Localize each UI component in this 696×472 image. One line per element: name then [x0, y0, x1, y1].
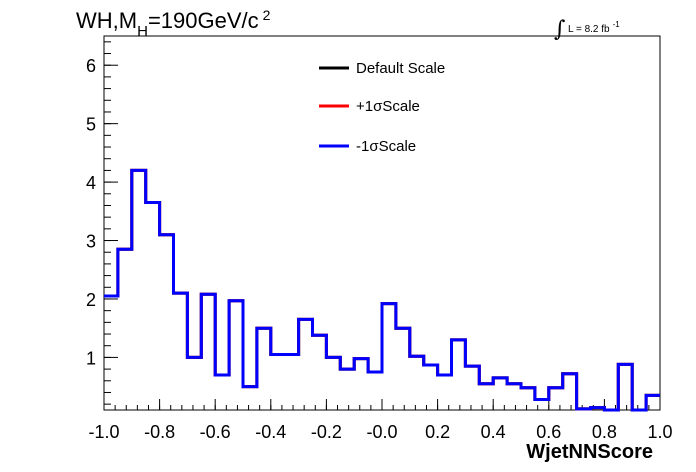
x-tick-label: -1.0 [88, 422, 119, 442]
x-tick-label: -0.0 [366, 422, 397, 442]
lumi-label: L = 8.2 fb -1 [568, 20, 620, 35]
x-tick-label: 1.0 [647, 422, 672, 442]
y-tick-label: 3 [86, 232, 96, 252]
integral-symbol: ∫ [554, 17, 566, 42]
x-tick-label: 0.4 [481, 422, 506, 442]
x-tick-label: -0.6 [200, 422, 231, 442]
y-tick-label: 5 [86, 115, 96, 135]
legend-label-1: +1σScale [356, 98, 420, 115]
axis-tick-labels: -1.0 -0.8 -0.6 -0.4 -0.2 -0.0 0.2 0.4 0.6 0.8 1.0 1… [86, 56, 673, 442]
title-rest: =190GeV/c [148, 8, 259, 33]
lumi-superscript: -1 [613, 20, 621, 29]
y-tick-label: 6 [86, 56, 96, 76]
lumi-text: L = 8.2 fb [568, 24, 610, 35]
y-tick-label: 4 [86, 173, 96, 193]
y-tick-label: 2 [86, 290, 96, 310]
chart-title: WH,MH=190GeV/c 2 [76, 7, 271, 40]
x-tick-label: 0.8 [592, 422, 617, 442]
x-tick-label: -0.4 [255, 422, 286, 442]
title-subscript: H [137, 23, 148, 40]
x-tick-label: -0.8 [144, 422, 175, 442]
y-tick-label: 1 [86, 348, 96, 368]
legend: Default Scale +1σScale -1σScale [319, 60, 445, 155]
title-superscript: 2 [263, 7, 271, 23]
legend-label-2: -1σScale [356, 138, 416, 155]
title-main: WH,M [76, 8, 137, 33]
axis-ticks [103, 41, 661, 410]
x-tick-label: -0.2 [311, 422, 342, 442]
x-axis-label: WjetNNScore [526, 441, 653, 463]
legend-label-0: Default Scale [356, 60, 445, 77]
x-tick-label: 0.6 [536, 422, 561, 442]
series-line-2 [104, 168, 660, 412]
x-tick-label: 0.2 [425, 422, 450, 442]
series-group [104, 168, 660, 412]
